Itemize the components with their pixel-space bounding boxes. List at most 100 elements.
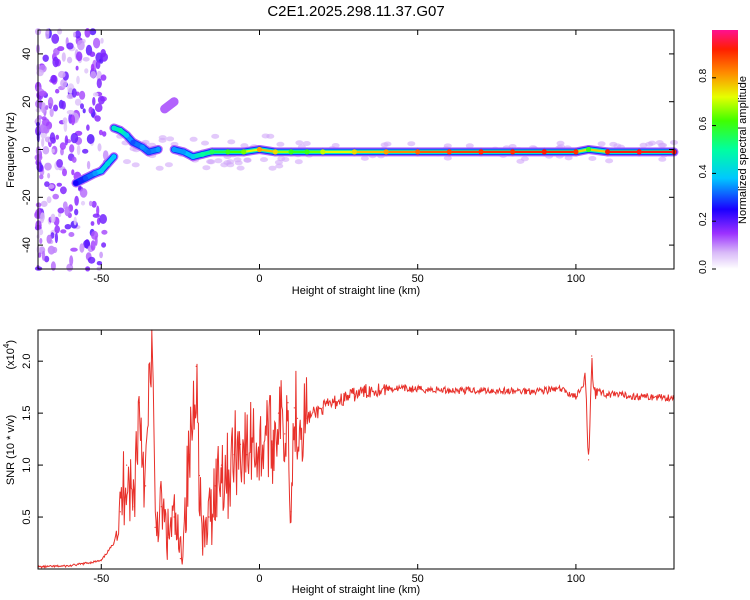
spectrogram-haze-blob [658, 156, 667, 162]
spectrogram-noise-blob [86, 124, 90, 131]
snr-data-point [600, 391, 602, 393]
spectrogram-noise-blob [45, 29, 50, 40]
spectrogram-noise-blob [88, 200, 93, 207]
spectrogram-noise-blob [53, 104, 58, 112]
spectrogram-noise-blob [56, 159, 63, 168]
spectrogram-ridge-point [155, 146, 161, 153]
spectrogram-noise-blob [45, 105, 49, 110]
spectrogram-noise-blob [70, 247, 78, 252]
spectrogram-ridge-point [98, 168, 104, 174]
spectrogram-noise-blob [82, 57, 90, 62]
spectrogram-noise-blob [92, 96, 96, 106]
spectrogram-noise-blob [92, 92, 99, 97]
snr-data-point [385, 387, 387, 389]
spectrogram-ridge-point [171, 146, 177, 153]
spectrogram-noise-blob [100, 74, 107, 81]
spectrogram-noise-blob [75, 65, 79, 71]
spectrogram-ridge-point [383, 149, 389, 155]
spectrogram-haze-blob [123, 159, 131, 165]
snr-frame [37, 329, 675, 570]
snr-data-point [154, 526, 156, 529]
snr-data-point [252, 433, 254, 435]
spectrogram-noise-blob [89, 51, 96, 57]
snr-data-point [638, 395, 640, 398]
spectrogram-noise-blob [66, 110, 75, 115]
spectrogram-noise-blob [76, 144, 81, 156]
spectrogram-noise-blob [78, 185, 82, 190]
spectrogram-haze-blob [226, 159, 235, 165]
snr-data-point [511, 390, 514, 392]
spectrogram-haze-blob [294, 159, 303, 165]
spectrogram-noise-blob [35, 202, 42, 208]
spectrogram-ridge-point [605, 149, 611, 155]
spectrogram-ridge-point [288, 149, 294, 155]
snr-data-point [173, 516, 175, 518]
spectrogram-noise-blob [46, 196, 52, 204]
spectrogram-noise-blob [69, 255, 74, 266]
spectrogram-noise-blob [71, 169, 75, 176]
snr-data-point [145, 485, 147, 487]
snr-data-point [198, 474, 200, 477]
spectrogram-noise-blob [74, 195, 79, 206]
snr-multiplier-close: ) [5, 340, 17, 344]
snr-line-path [37, 329, 675, 569]
spectrogram-noise-blob [82, 148, 89, 154]
snr-data-point [369, 389, 371, 391]
svg-text:(x104): (x104) [2, 340, 17, 370]
snr-multiplier: (x104) [2, 340, 17, 370]
snr-data-point [220, 464, 223, 466]
snr-data-point [448, 389, 450, 391]
spectrogram-ridge-point [320, 149, 326, 155]
snr-y-tick-label: 1.0 [21, 457, 33, 472]
spectrogram-noise-blob [96, 205, 100, 216]
spectrogram-ridge-point [478, 149, 484, 155]
spectrogram-noise-blob [84, 28, 91, 38]
spectrogram-noise-blob [58, 212, 62, 218]
spectrogram-noise-blob [76, 75, 80, 85]
spectrogram-ridge-point [162, 106, 168, 112]
spectrogram-haze-blob [166, 136, 175, 142]
spectrogram-noise-blob [37, 228, 44, 236]
spectrogram-noise-blob [88, 106, 94, 114]
spectrogram-noise-blob [49, 108, 54, 118]
spectrogram-noise-blob [44, 181, 50, 188]
spectrogram-noise-blob [42, 54, 49, 62]
spectrogram-noise-blob [91, 200, 97, 208]
spectrogram-ridge-segment [258, 148, 277, 153]
spectrogram-haze-blob [233, 157, 242, 163]
snr-data-point [239, 443, 242, 445]
spectrogram-noise-blob [52, 56, 59, 68]
snr-multiplier-exponent: 4 [2, 343, 11, 348]
spectrogram-haze-blob [360, 155, 369, 161]
snr-data-point [296, 417, 299, 419]
colorbar-tick-label: 0.0 [698, 260, 709, 274]
spectrogram-noise-blob [96, 261, 103, 266]
spectrogram-noise-blob [60, 229, 67, 234]
spectrogram-haze-blob [211, 133, 220, 139]
spectrogram-noise-blob [49, 132, 56, 144]
spectrogram-haze-blob [465, 143, 474, 149]
spectrogram-haze-blob [202, 165, 211, 171]
spectrogram-ridge-point [256, 146, 263, 153]
spectrogram-ridge [71, 97, 679, 188]
spectrogram-haze-blob [220, 162, 229, 168]
spectrogram-haze-blob [645, 141, 654, 147]
snr-data-point [167, 537, 169, 539]
spectrogram-haze-blob [605, 158, 614, 164]
spectrogram-haze-blob [164, 162, 173, 168]
spectrogram-y-tick-label: -40 [21, 237, 33, 253]
snr-data-point [246, 454, 248, 456]
spectrogram-noise-blob [70, 114, 76, 126]
spectrogram-noise-blob [40, 200, 48, 207]
spectrogram-noise-blob [50, 74, 57, 83]
spectrogram-noise-blob [40, 102, 47, 114]
spectrogram-noise-blob [92, 213, 100, 218]
spectrogram-noise-blob [60, 79, 68, 88]
spectrogram-noise-blob [35, 99, 43, 109]
spectrogram-noise-blob [41, 250, 46, 261]
spectrogram-haze-blob [564, 155, 573, 161]
spectrogram-noise-blob [61, 52, 66, 62]
snr-data-point [119, 511, 121, 513]
spectrogram-panel: -50 0 50 100 -40 -20 0 20 40 Height of straight … [5, 28, 679, 297]
